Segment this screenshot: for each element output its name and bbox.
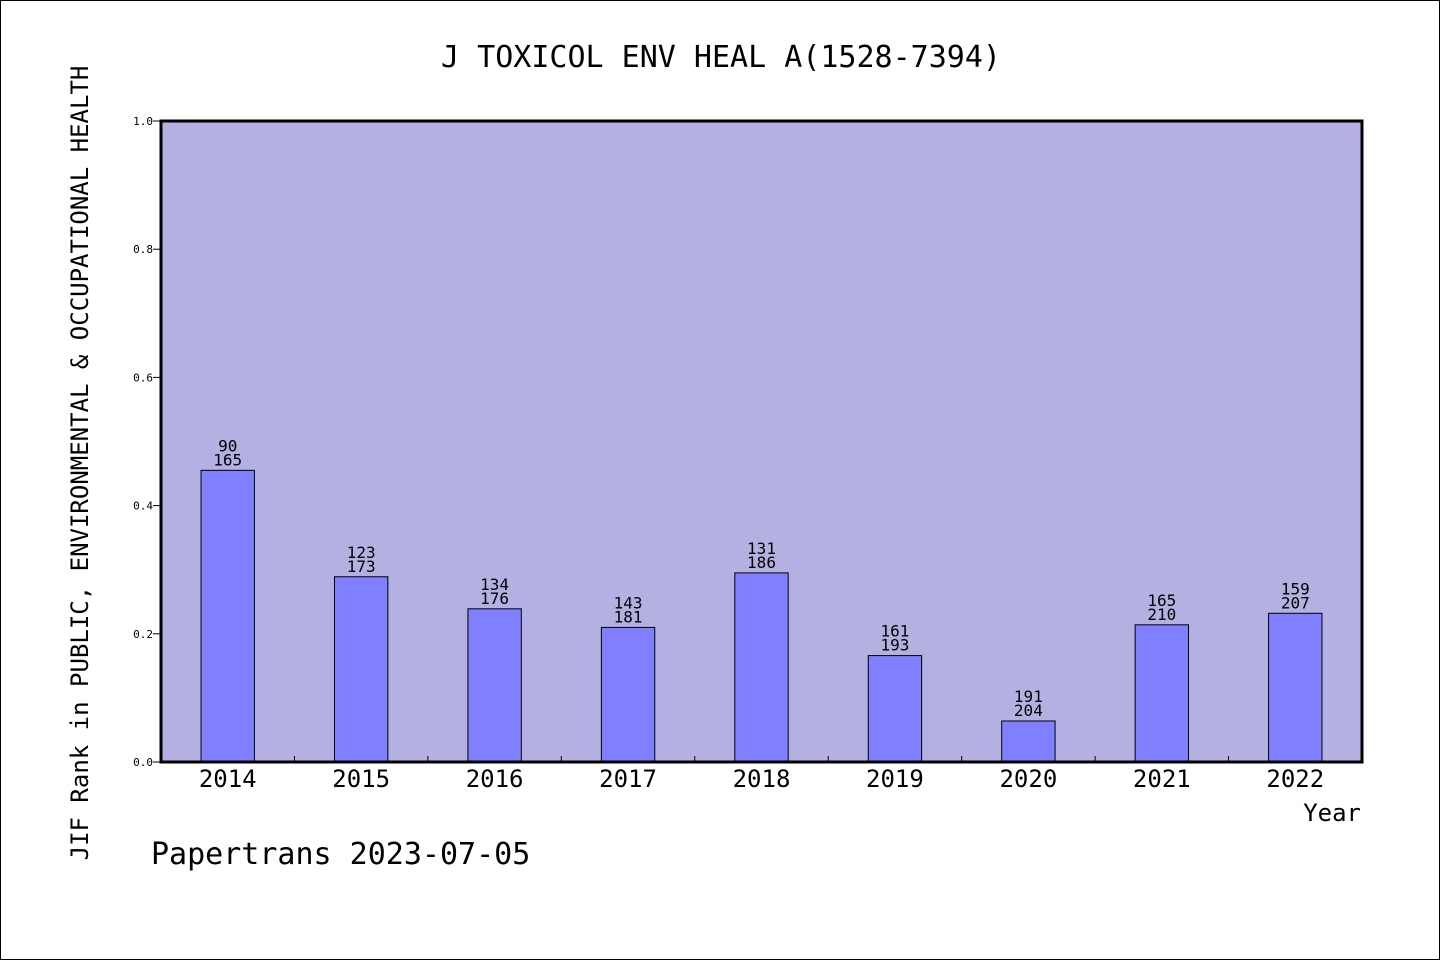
bar-2020 bbox=[1001, 720, 1056, 763]
x-tick-label: 2016 bbox=[466, 765, 524, 793]
bar-rank-label: 161 bbox=[880, 622, 909, 641]
x-tick-label: 2019 bbox=[866, 765, 924, 793]
bar-rank-label: 159 bbox=[1281, 579, 1310, 598]
x-tick-label: 2015 bbox=[332, 765, 390, 793]
bar-2015 bbox=[333, 576, 389, 763]
x-tick-label: 2014 bbox=[199, 765, 257, 793]
y-axis-label: JIF Rank in PUBLIC, ENVIRONMENTAL & OCCU… bbox=[66, 66, 94, 861]
x-tick-label: 2017 bbox=[599, 765, 657, 793]
x-tick-label: 2018 bbox=[733, 765, 791, 793]
y-axis: 0.0 0.2 0.4 0.6 0.8 1.0 bbox=[133, 115, 161, 769]
bar-total-label: 193 bbox=[880, 636, 909, 655]
bar-rank-label: 191 bbox=[1014, 687, 1043, 706]
y-tick-label: 0.4 bbox=[133, 500, 153, 513]
bar-rank-label: 123 bbox=[347, 543, 376, 562]
y-tick-label: 0.8 bbox=[133, 243, 153, 256]
bar-2014 bbox=[200, 469, 255, 763]
bar-2016 bbox=[467, 608, 522, 763]
bar-2018 bbox=[734, 572, 789, 763]
bar-2021 bbox=[1134, 624, 1190, 763]
bar-rank-label: 165 bbox=[1147, 591, 1176, 610]
x-tick-label: 2021 bbox=[1133, 765, 1191, 793]
bar-total-label: 165 bbox=[213, 450, 242, 469]
bar-2022 bbox=[1268, 612, 1323, 763]
bar-2019 bbox=[867, 655, 923, 763]
x-axis: 2014 2015 2016 2017 2018 2019 2020 2021 2022 bbox=[199, 756, 1324, 793]
bar-total-label: 176 bbox=[480, 589, 509, 608]
footer-credit: Papertrans 2023-07-05 bbox=[151, 837, 530, 872]
bar-rank-label: 131 bbox=[747, 539, 776, 558]
y-tick-label: 0.6 bbox=[133, 371, 153, 384]
bar-total-label: 204 bbox=[1014, 701, 1043, 720]
y-tick-label: 0.2 bbox=[133, 628, 153, 641]
bar-rank-label: 90 bbox=[218, 436, 237, 455]
bar-total-label: 186 bbox=[747, 553, 776, 572]
bar-total-label: 210 bbox=[1147, 605, 1176, 624]
plot-border bbox=[159, 119, 1364, 764]
y-tick-label: 1.0 bbox=[133, 115, 153, 128]
x-tick-label: 2020 bbox=[999, 765, 1057, 793]
x-axis-label: Year bbox=[1303, 799, 1361, 827]
bar-total-label: 207 bbox=[1281, 593, 1310, 612]
y-tick-label: 0.0 bbox=[133, 756, 153, 769]
chart-title: J TOXICOL ENV HEAL A(1528-7394) bbox=[441, 40, 1001, 75]
bar-rank-label: 143 bbox=[614, 593, 643, 612]
x-tick-label: 2022 bbox=[1266, 765, 1324, 793]
bar-2017 bbox=[600, 626, 656, 763]
bar-rank-label: 134 bbox=[480, 575, 509, 594]
bar-total-label: 173 bbox=[347, 557, 376, 576]
bar-total-label: 181 bbox=[614, 607, 643, 626]
